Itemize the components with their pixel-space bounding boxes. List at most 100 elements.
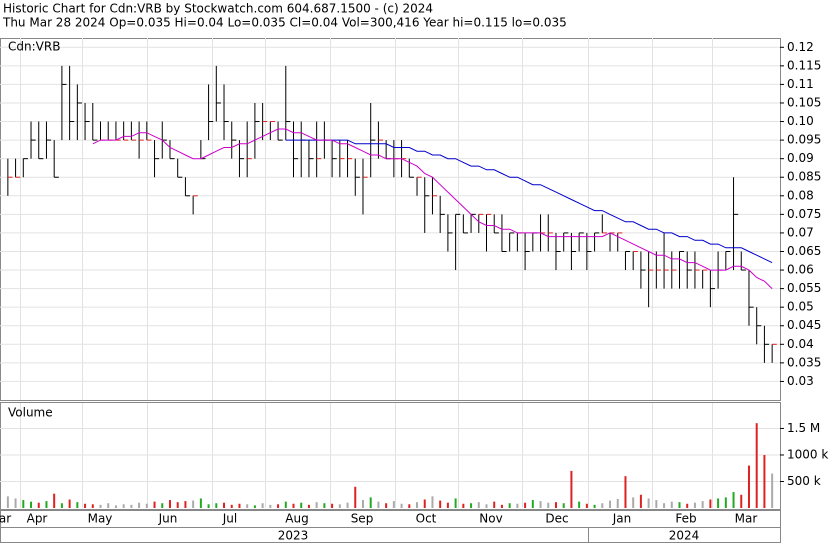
volume-bar [138, 502, 141, 508]
volume-bar [346, 502, 349, 508]
date-axis [0, 510, 781, 543]
volume-bar [30, 501, 33, 508]
volume-bar [114, 505, 117, 508]
volume-bar [269, 504, 272, 508]
volume-bar [76, 502, 79, 508]
y-tick-label: 0.085 [787, 170, 821, 184]
month-label: Apr [27, 512, 48, 526]
y-tick-label: 0.07 [787, 225, 814, 239]
month-label: Mar [735, 512, 758, 526]
volume-bar [253, 505, 256, 508]
volume-bar [516, 503, 519, 508]
volume-bar [500, 504, 503, 508]
y-tick-label: 0.075 [787, 207, 821, 221]
symbol-label: Cdn:VRB [8, 40, 60, 54]
volume-bar [624, 476, 627, 508]
y-tick-label: 0.09 [787, 151, 814, 165]
volume-bar [416, 502, 419, 508]
volume-bar [470, 503, 473, 508]
volume-bar [593, 504, 596, 508]
volume-bar [323, 503, 326, 508]
volume-bar [462, 503, 465, 508]
y-tick-label: 0.10 [787, 114, 814, 128]
y-tick-label: 0.05 [787, 300, 814, 314]
y-tick-label: 0.11 [787, 77, 814, 91]
volume-bar [740, 494, 743, 508]
volume-bar [153, 501, 156, 508]
volume-bar [307, 504, 310, 508]
volume-bar [678, 502, 681, 508]
y-tick-label: 0.04 [787, 337, 814, 351]
y-tick-label: 0.035 [787, 355, 821, 369]
moving-average-fast [92, 128, 773, 289]
volume-bar [477, 502, 480, 508]
volume-bar [547, 502, 550, 508]
volume-bar [300, 502, 303, 508]
volume-bar [184, 501, 187, 508]
volume-tick-label: 500 k [787, 474, 821, 488]
volume-bar [161, 503, 164, 508]
month-label: Jan [612, 512, 632, 526]
volume-bar [454, 498, 457, 508]
volume-bar [747, 465, 750, 508]
volume-bar [485, 504, 488, 508]
volume-bar [292, 503, 295, 508]
volume-bar [732, 492, 735, 508]
volume-bar [261, 503, 264, 508]
volume-bar [570, 470, 573, 508]
volume-bar [771, 473, 774, 508]
volume-bar [230, 504, 233, 508]
volume-bar [37, 502, 40, 508]
volume-bar [578, 501, 581, 508]
volume-bar [423, 499, 426, 508]
volume-bar [524, 502, 527, 508]
volume-bar [354, 486, 357, 508]
volume-bar [655, 500, 658, 508]
month-label: Aug [285, 512, 308, 526]
volume-bar [724, 497, 727, 508]
volume-bar [755, 423, 758, 508]
volume-bar [14, 498, 17, 508]
volume-bar [717, 498, 720, 508]
volume-bar [45, 501, 48, 508]
y-tick-label: 0.045 [787, 318, 821, 332]
volume-bar [493, 501, 496, 508]
volume-bar [709, 499, 712, 508]
volume-bar [207, 504, 210, 508]
month-label: Nov [479, 512, 502, 526]
y-tick-label: 0.065 [787, 244, 821, 258]
chart-subtitle: Thu Mar 28 2024 Op=0.035 Hi=0.04 Lo=0.03… [2, 16, 567, 30]
volume-bar [84, 503, 87, 508]
y-tick-label: 0.03 [787, 374, 814, 388]
month-label: Dec [545, 512, 568, 526]
month-label: Sep [351, 512, 374, 526]
y-tick-label: 0.08 [787, 188, 814, 202]
volume-bar [168, 500, 171, 508]
volume-bar [192, 500, 195, 508]
volume-bar [22, 500, 25, 508]
volume-bar [223, 502, 226, 508]
volume-bar [91, 504, 94, 508]
year-label: 2024 [669, 529, 700, 543]
month-label: May [88, 512, 113, 526]
volume-bar [554, 502, 557, 508]
moving-average-slow [285, 139, 773, 264]
volume-bar [763, 454, 766, 508]
volume-bar [215, 503, 218, 508]
volume-bar [122, 504, 125, 508]
volume-bar [377, 501, 380, 508]
volume-bar [392, 501, 395, 508]
month-label: Jun [158, 512, 178, 526]
volume-bar [53, 493, 56, 508]
volume-bar [369, 497, 372, 508]
volume-bar [68, 499, 71, 508]
volume-bar [385, 503, 388, 508]
month-label: Oct [416, 512, 437, 526]
volume-bar [284, 501, 287, 508]
volume-bar [361, 500, 364, 508]
volume-bar [277, 504, 280, 508]
volume-bar [176, 502, 179, 508]
volume-bar [60, 503, 63, 508]
volume-bar [585, 503, 588, 508]
volume-bar [439, 500, 442, 508]
